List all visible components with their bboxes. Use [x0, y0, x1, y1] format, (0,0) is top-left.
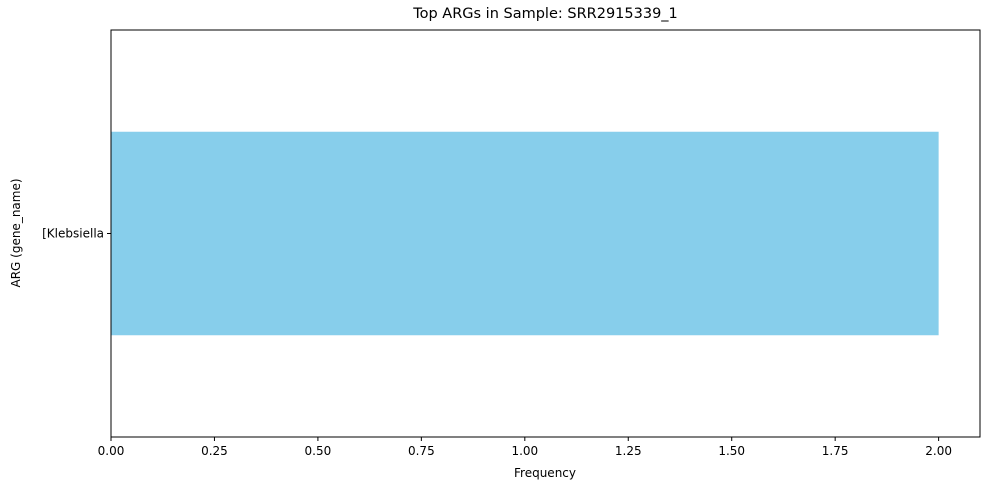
x-tick-label: 0.25 [201, 444, 228, 458]
y-tick-label: [Klebsiella [42, 227, 104, 241]
x-tick-label: 1.75 [822, 444, 849, 458]
x-tick-label: 0.50 [305, 444, 332, 458]
x-axis-label: Frequency [514, 466, 576, 480]
x-tick-label: 1.00 [511, 444, 538, 458]
y-axis-ticks: [Klebsiella [42, 227, 111, 241]
x-tick-label: 0.75 [408, 444, 435, 458]
x-tick-label: 1.50 [718, 444, 745, 458]
y-axis-label: ARG (gene_name) [9, 178, 23, 287]
x-tick-label: 2.00 [925, 444, 952, 458]
bar-0 [111, 131, 939, 336]
x-tick-label: 1.25 [615, 444, 642, 458]
x-axis-ticks: 0.00 0.25 0.50 0.75 1.00 1.25 1.50 1.75 2.00 [98, 437, 952, 458]
chart-title: Top ARGs in Sample: SRR2915339_1 [413, 6, 678, 22]
x-tick-label: 0.00 [98, 444, 125, 458]
bars-group [111, 131, 939, 336]
